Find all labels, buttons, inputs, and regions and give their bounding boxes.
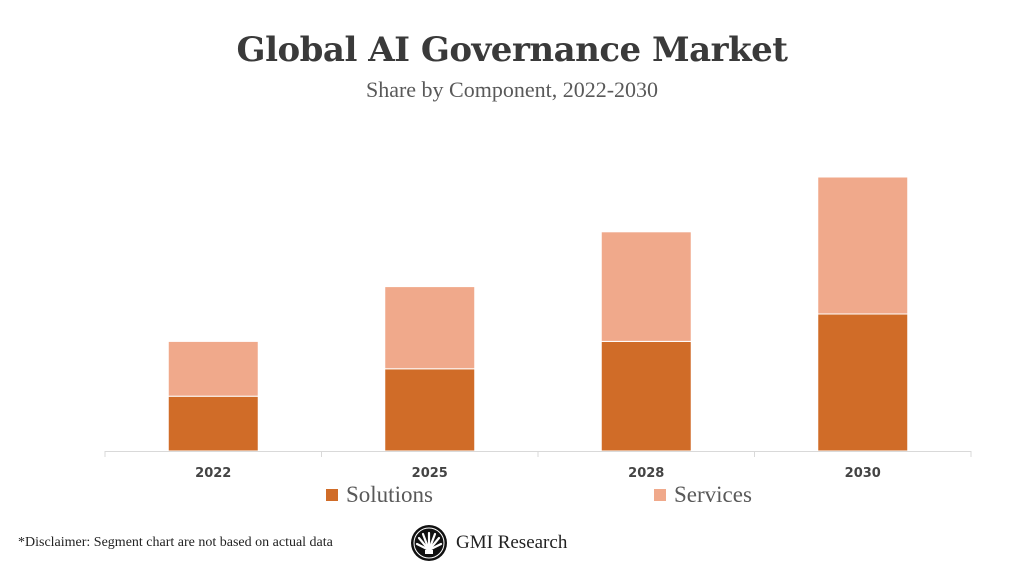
chart-subtitle: Share by Component, 2022-2030	[365, 77, 659, 102]
x-tick-label-2028: 2028	[628, 466, 664, 481]
bar-solutions-2030	[817, 313, 909, 452]
chart-title: Global AI Governance Market	[236, 30, 788, 70]
x-tick-label-2030: 2030	[845, 466, 881, 481]
legend-label-solutions: Solutions	[346, 482, 433, 507]
bar-services-2028	[600, 231, 692, 342]
disclaimer: *Disclaimer: Segment chart are not based…	[18, 535, 333, 550]
bar-services-2030	[817, 176, 909, 315]
bar-solutions-2022	[167, 395, 259, 452]
x-tick-label-2022: 2022	[195, 466, 231, 481]
x-tick-label-2025: 2025	[412, 466, 448, 481]
legend-item-solutions: Solutions	[326, 482, 433, 508]
bar-solutions-2025	[384, 368, 476, 452]
gmi-logo: GMI Research	[410, 524, 567, 562]
legend-swatch-solutions	[326, 489, 338, 501]
bar-services-2025	[384, 286, 476, 370]
legend-item-services: Services	[654, 482, 752, 508]
bar-services-2022	[167, 340, 259, 397]
legend-label-services: Services	[674, 482, 752, 507]
gmi-logo-text: GMI Research	[456, 532, 568, 553]
gmi-logo-icon	[411, 525, 447, 561]
bar-solutions-2028	[600, 340, 692, 452]
legend-swatch-services	[654, 489, 666, 501]
